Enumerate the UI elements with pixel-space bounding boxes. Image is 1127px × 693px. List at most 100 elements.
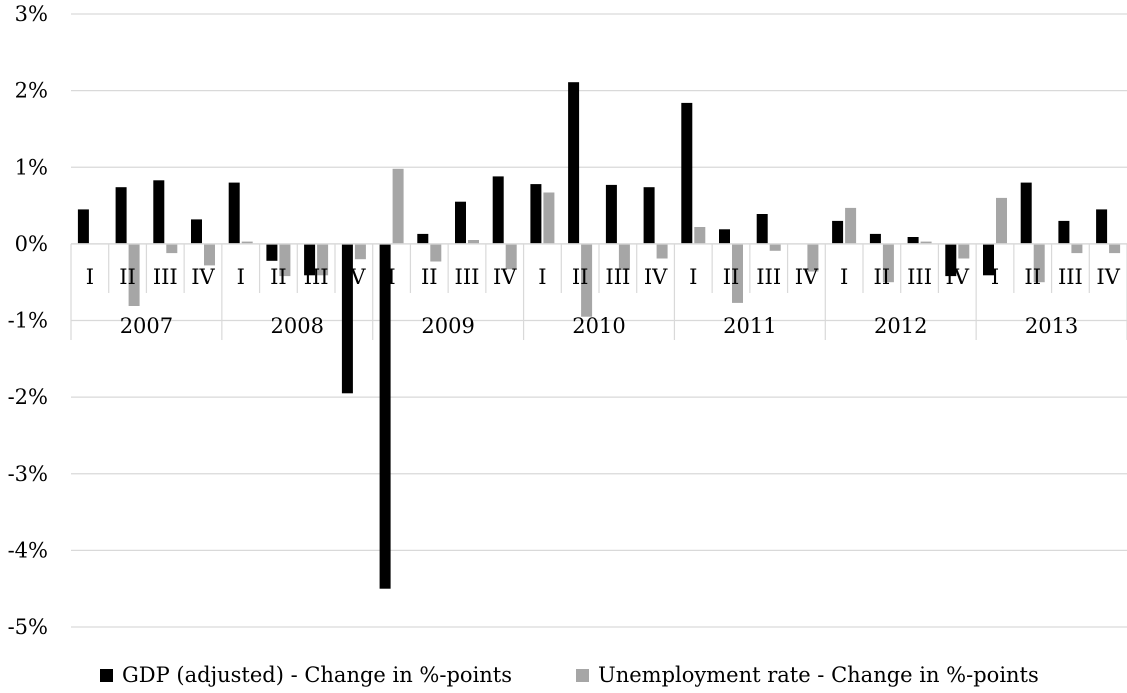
bar-gdp [719, 229, 730, 244]
x-tick-label-quarter: III [756, 265, 781, 289]
bar-unemployment [505, 243, 517, 270]
bar-gdp [832, 220, 844, 244]
bar-unemployment [769, 243, 781, 251]
x-tick-label-quarter: IV [191, 265, 215, 289]
bar-unemployment [656, 243, 668, 259]
bar-unemployment [279, 243, 291, 277]
bars [77, 82, 1121, 589]
bar-gdp [605, 184, 617, 244]
bar-unemployment [468, 240, 479, 244]
y-axis-tick-labels: 3% 2% 1% 0% -1% -2% -3% -4% -5% [8, 2, 48, 639]
bar-gdp [907, 237, 919, 244]
x-tick-label-quarter: II [723, 265, 740, 289]
bar-gdp [191, 219, 202, 244]
bar-gdp [115, 187, 127, 244]
y-tick-label: -4% [8, 538, 48, 562]
bar-unemployment [882, 243, 894, 283]
x-tick-label-quarter: IV [493, 265, 517, 289]
x-tick-label-quarter: II [421, 265, 438, 289]
bar-gdp [681, 102, 693, 244]
x-tick-label-quarter: I [689, 265, 697, 289]
x-tick-label-quarter: II [874, 265, 891, 289]
x-tick-label-quarter: IV [795, 265, 819, 289]
bar-gdp [379, 243, 391, 589]
bar-unemployment [392, 168, 404, 244]
bar-unemployment [1109, 243, 1121, 254]
bar-unemployment [694, 227, 706, 244]
x-tick-label-year: 2011 [723, 314, 776, 338]
bar-unemployment [958, 243, 970, 259]
bar-gdp [1058, 220, 1070, 244]
bar-gdp [869, 233, 881, 244]
bar-unemployment [581, 243, 593, 317]
x-tick-label-quarter: III [304, 265, 329, 289]
y-tick-label: -3% [8, 462, 48, 486]
y-tick-label: 0% [15, 232, 48, 256]
bar-unemployment [1071, 243, 1083, 254]
x-tick-label-quarter: IV [1096, 265, 1120, 289]
x-tick-label-year: 2010 [572, 314, 625, 338]
chart-svg: 3%2%1%0%-1%-2%-3%-4%-5% I II III IV I II III IV… [8, 2, 1127, 639]
x-tick-label-quarter: III [455, 265, 480, 289]
x-tick-label-quarter: II [270, 265, 287, 289]
bar-gdp [228, 182, 240, 244]
x-tick-label-quarter: III [907, 265, 932, 289]
bar-unemployment [166, 243, 178, 254]
x-tick-label-quarter: II [119, 265, 136, 289]
bar-gdp [568, 82, 580, 244]
x-tick-label-quarter: II [1024, 265, 1041, 289]
x-tick-label-quarter: I [538, 265, 546, 289]
bar-gdp [756, 214, 768, 244]
bar-unemployment [1033, 243, 1045, 283]
bar-gdp [1020, 182, 1032, 244]
legend-item-unemployment: Unemployment rate - Change in %-points [576, 660, 1039, 690]
legend-item-gdp: GDP (adjusted) - Change in %-points [100, 660, 512, 690]
bar-gdp [945, 243, 957, 277]
gridlines [71, 13, 1127, 628]
x-tick-label-quarter: I [840, 265, 848, 289]
y-tick-label: -2% [8, 385, 48, 409]
legend-swatch-gdp [100, 668, 113, 682]
legend-label-gdp: GDP (adjusted) - Change in %-points [122, 663, 513, 687]
y-tick-label: 2% [15, 79, 48, 103]
bar-unemployment [996, 197, 1007, 244]
y-tick-label: 3% [15, 2, 48, 26]
bar-unemployment [807, 243, 819, 272]
bar-gdp [530, 184, 542, 244]
x-tick-label-year: 2008 [271, 314, 324, 338]
x-axis: I II III IV I II III IV I II III IV I II III IV I II III IV… [70, 243, 1127, 340]
bar-gdp [77, 209, 89, 244]
x-tick-label-quarter: III [1058, 265, 1083, 289]
x-tick-label-year: 2009 [421, 314, 474, 338]
bar-unemployment [430, 243, 442, 262]
bar-gdp [1096, 209, 1108, 244]
x-tick-label-quarter: I [237, 265, 245, 289]
bar-gdp [153, 180, 165, 244]
x-tick-label-quarter: I [86, 265, 94, 289]
y-tick-label: -5% [8, 615, 48, 639]
bar-gdp [417, 233, 429, 244]
x-tick-label-quarter: I [991, 265, 999, 289]
bar-unemployment [845, 207, 857, 244]
x-tick-label-quarter: I [387, 265, 395, 289]
x-tick-label-quarter: II [572, 265, 589, 289]
x-tick-label-quarter: IV [946, 265, 970, 289]
bar-unemployment [204, 243, 215, 266]
x-tick-label-quarter: III [605, 265, 630, 289]
bar-gdp [304, 243, 316, 276]
x-tick-label-year: 2007 [120, 314, 173, 338]
x-tick-label-year: 2013 [1025, 314, 1078, 338]
bar-gdp [341, 243, 353, 394]
bar-unemployment [732, 243, 743, 303]
bar-unemployment [241, 241, 253, 244]
x-tick-label-quarter: III [153, 265, 178, 289]
bar-unemployment [317, 243, 329, 276]
bar-unemployment [618, 243, 630, 270]
x-tick-label-quarter: IV [342, 265, 366, 289]
bar-unemployment [354, 243, 366, 260]
x-tick-label-quarter: IV [644, 265, 668, 289]
bar-gdp [455, 201, 466, 244]
bar-gdp [983, 243, 994, 276]
x-tick-label-year: 2012 [874, 314, 927, 338]
bar-gdp [266, 243, 278, 261]
